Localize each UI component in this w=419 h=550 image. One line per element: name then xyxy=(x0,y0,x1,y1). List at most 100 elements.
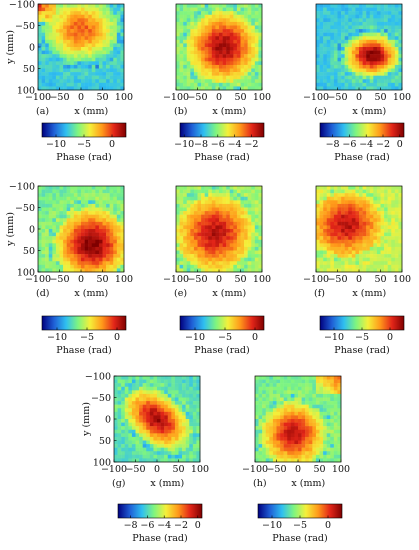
heatmap-cell xyxy=(305,408,309,413)
heatmap-cell xyxy=(229,236,234,240)
heatmap-cell xyxy=(244,221,248,226)
heatmap-cell xyxy=(301,376,306,380)
heatmap-cell xyxy=(70,243,75,248)
heatmap-cell xyxy=(344,221,349,226)
heatmap-cell xyxy=(326,25,331,30)
heatmap-cell xyxy=(38,18,42,23)
heatmap-cell xyxy=(164,386,168,391)
heatmap-cell xyxy=(394,75,399,80)
heatmap-cell xyxy=(197,21,202,26)
heatmap-cell xyxy=(116,221,121,226)
heatmap-cell xyxy=(341,218,345,223)
colorbar xyxy=(41,315,127,331)
heatmap-cell xyxy=(348,29,353,33)
heatmap-cell xyxy=(73,61,78,66)
heatmap-cell xyxy=(182,433,186,438)
heatmap-cell xyxy=(102,50,107,55)
heatmap-cell xyxy=(197,229,202,233)
heatmap-cell xyxy=(351,39,356,44)
heatmap-cell xyxy=(319,200,324,205)
heatmap-cell xyxy=(98,57,103,62)
heatmap-cell xyxy=(298,379,302,384)
heatmap-cell xyxy=(222,225,227,230)
heatmap-cell xyxy=(48,32,53,37)
heatmap-cell xyxy=(179,229,184,233)
heatmap-cell xyxy=(362,36,367,41)
heatmap-cell xyxy=(301,397,306,402)
heatmap-cell xyxy=(351,225,356,230)
heatmap-cell xyxy=(333,43,338,48)
heatmap-cell xyxy=(186,64,191,69)
heatmap-cell xyxy=(373,75,378,80)
heatmap-cell xyxy=(369,57,374,62)
heatmap-cell xyxy=(142,458,147,463)
heatmap-cell xyxy=(84,243,89,248)
heatmap-cell xyxy=(117,404,122,409)
heatmap-cell xyxy=(366,229,370,233)
heatmap-cell xyxy=(366,29,370,33)
heatmap-cell xyxy=(394,4,399,8)
heatmap-cell xyxy=(171,404,176,409)
heatmap-cell xyxy=(387,86,392,91)
heatmap-cell xyxy=(255,458,259,463)
heatmap-cell xyxy=(398,39,403,44)
heatmap-cell xyxy=(348,82,353,87)
heatmap-cell xyxy=(265,401,270,405)
heatmap-cell xyxy=(142,433,147,438)
heatmap-cell xyxy=(344,229,349,233)
heatmap-cell xyxy=(88,50,92,55)
heatmap-cell xyxy=(88,218,92,223)
heatmap-cell xyxy=(366,68,370,73)
heatmap-cell xyxy=(384,196,388,201)
heatmap-cell xyxy=(247,221,252,226)
heatmap-cell xyxy=(38,189,42,194)
heatmap-cell xyxy=(344,18,349,23)
heatmap-cell xyxy=(333,57,338,62)
heatmap-cell xyxy=(178,404,183,409)
heatmap-cell xyxy=(262,411,266,416)
x-tick-label: 100 xyxy=(253,274,271,285)
heatmap-cell xyxy=(351,50,356,55)
heatmap-cell xyxy=(366,36,370,41)
heatmap-cell xyxy=(254,203,259,208)
heatmap-cell xyxy=(233,207,238,212)
heatmap-cell xyxy=(290,447,295,452)
heatmap-cell xyxy=(128,383,133,387)
heatmap-cell xyxy=(258,4,263,8)
heatmap-cell xyxy=(193,243,198,248)
heatmap-cell xyxy=(131,436,136,441)
heatmap-cell xyxy=(45,7,49,12)
heatmap-cell xyxy=(117,426,122,430)
heatmap-cell xyxy=(174,429,179,434)
heatmap-cell xyxy=(183,54,187,58)
heatmap-cell xyxy=(323,390,327,395)
heatmap-cell xyxy=(333,401,338,405)
heatmap-cell xyxy=(208,79,213,84)
heatmap-cell xyxy=(315,408,320,413)
heatmap-cell xyxy=(222,250,227,255)
heatmap-cell xyxy=(391,207,396,212)
heatmap-cell xyxy=(373,7,378,12)
heatmap-cell xyxy=(164,415,168,420)
heatmap-cell xyxy=(88,4,92,8)
heatmap-cell xyxy=(63,207,67,212)
heatmap-cell xyxy=(362,79,367,84)
heatmap-cell xyxy=(142,429,147,434)
heatmap-cell xyxy=(380,189,385,194)
heatmap-cell xyxy=(190,186,195,190)
heatmap-cell xyxy=(63,68,67,73)
heatmap-cell xyxy=(182,451,186,456)
heatmap-cell xyxy=(109,186,114,190)
heatmap-cell xyxy=(84,29,89,33)
heatmap-cell xyxy=(183,211,187,215)
heatmap-cell xyxy=(222,203,227,208)
heatmap-cell xyxy=(240,39,245,44)
heatmap-cell xyxy=(183,236,187,240)
heatmap-cell xyxy=(201,39,205,44)
heatmap-cell xyxy=(316,39,320,44)
heatmap-cell xyxy=(276,426,281,430)
heatmap-cell xyxy=(84,239,89,244)
heatmap-cell xyxy=(305,440,309,445)
heatmap-cell xyxy=(190,14,195,19)
heatmap-cell xyxy=(272,433,277,438)
